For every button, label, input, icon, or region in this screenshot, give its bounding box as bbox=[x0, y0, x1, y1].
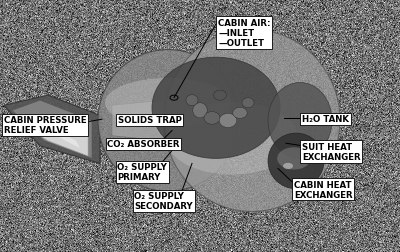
Ellipse shape bbox=[268, 134, 324, 189]
Polygon shape bbox=[4, 96, 100, 164]
Ellipse shape bbox=[268, 83, 332, 159]
Polygon shape bbox=[12, 101, 92, 159]
Text: CABIN PRESSURE
RELIEF VALVE: CABIN PRESSURE RELIEF VALVE bbox=[4, 116, 87, 135]
Ellipse shape bbox=[166, 102, 298, 175]
Ellipse shape bbox=[186, 95, 198, 106]
Text: CO₂ ABSORBER: CO₂ ABSORBER bbox=[107, 140, 180, 149]
Ellipse shape bbox=[98, 50, 238, 192]
Polygon shape bbox=[112, 101, 164, 141]
Ellipse shape bbox=[283, 163, 293, 169]
Polygon shape bbox=[24, 116, 80, 149]
Ellipse shape bbox=[152, 58, 280, 159]
Ellipse shape bbox=[204, 112, 220, 125]
Ellipse shape bbox=[219, 114, 237, 128]
Ellipse shape bbox=[193, 103, 207, 118]
Text: CABIN AIR:
—INLET
—OUTLET: CABIN AIR: —INLET —OUTLET bbox=[218, 19, 270, 48]
Ellipse shape bbox=[105, 79, 231, 128]
Text: SOLIDS TRAP: SOLIDS TRAP bbox=[118, 116, 182, 125]
Ellipse shape bbox=[233, 108, 247, 119]
Text: H₂O TANK: H₂O TANK bbox=[302, 115, 349, 124]
Ellipse shape bbox=[242, 98, 254, 108]
Ellipse shape bbox=[214, 91, 226, 101]
Polygon shape bbox=[16, 121, 88, 156]
Text: O₂ SUPPLY
PRIMARY: O₂ SUPPLY PRIMARY bbox=[117, 163, 167, 181]
Ellipse shape bbox=[164, 30, 340, 212]
Ellipse shape bbox=[277, 148, 311, 170]
Text: SUIT HEAT
EXCHANGER: SUIT HEAT EXCHANGER bbox=[302, 142, 361, 161]
Text: CABIN HEAT
EXCHANGER: CABIN HEAT EXCHANGER bbox=[294, 180, 353, 199]
Text: O₂ SUPPLY
SECONDARY: O₂ SUPPLY SECONDARY bbox=[134, 192, 193, 210]
